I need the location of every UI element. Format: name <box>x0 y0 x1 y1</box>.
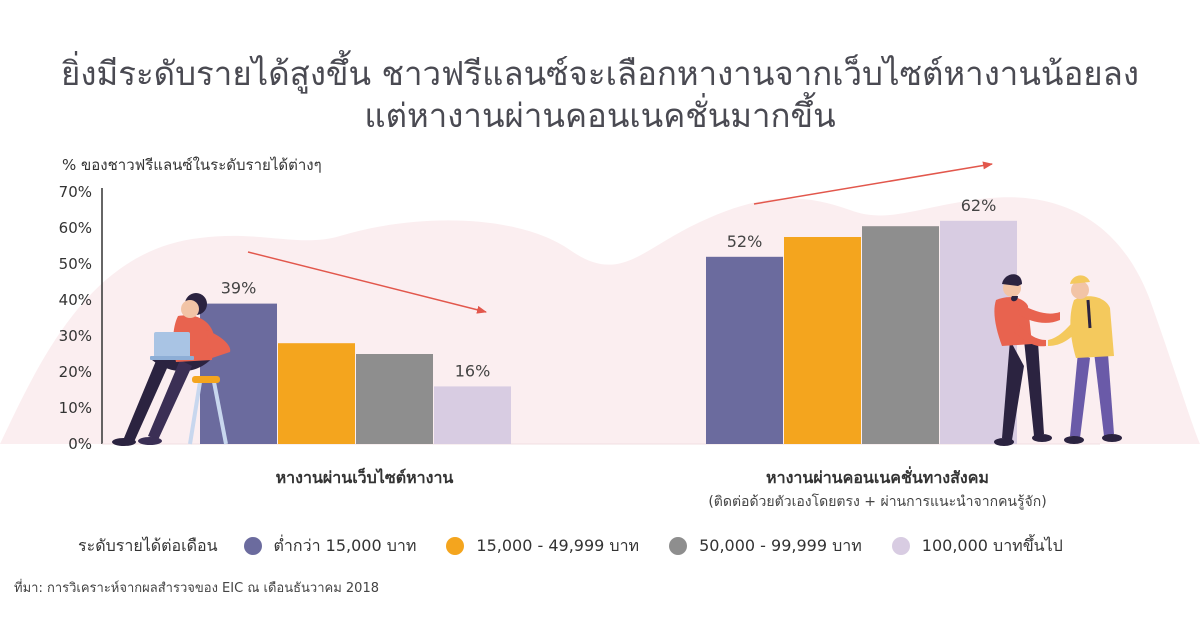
y-tick-label: 30% <box>59 327 92 345</box>
data-label: 52% <box>727 232 763 251</box>
y-tick-label: 10% <box>59 399 92 417</box>
bar <box>434 386 511 444</box>
y-tick-label: 70% <box>59 183 92 201</box>
y-axis: 0% 10% 20% 30% 40% 50% 60% 70% % ของชาวฟรีแลนซ์ใ… <box>59 156 1100 453</box>
legend-item-label: 15,000 - 49,999 บาท <box>476 535 640 555</box>
trend-arrow-icon <box>753 161 993 205</box>
trend-arrow-icon <box>247 251 487 314</box>
data-label: 16% <box>455 361 491 380</box>
woman-with-laptop-icon <box>112 293 231 446</box>
legend-item-label: 100,000 บาทขึ้นไป <box>921 535 1063 555</box>
legend-item-label: 50,000 - 99,999 บาท <box>699 535 862 555</box>
legend: ระดับรายได้ต่อเดือน ต่ำกว่า 15,000 บาท 1… <box>78 534 1093 558</box>
legend-title: ระดับรายได้ต่อเดือน <box>78 535 218 555</box>
bar <box>862 226 939 444</box>
legend-swatch-icon <box>891 537 910 555</box>
bar <box>278 343 355 444</box>
bars <box>200 220 1017 444</box>
category-label: หางานผ่านคอนเนคชั่นทางสังคม <box>766 466 989 487</box>
bar <box>784 237 861 444</box>
chart-title-line-2: แต่หางานผ่านคอนเนคชั่นมากขึ้น <box>364 96 836 135</box>
category-sublabel: (ติดต่อด้วยตัวเองโดยตรง + ผ่านการแนะนำจา… <box>708 493 1046 510</box>
y-tick-label: 40% <box>59 291 92 309</box>
y-tick-label: 20% <box>59 363 92 381</box>
data-label: 39% <box>221 279 257 298</box>
legend-item-label: ต่ำกว่า 15,000 บาท <box>273 535 417 555</box>
legend-swatch-icon <box>243 537 262 555</box>
handshake-people-icon <box>994 274 1122 446</box>
legend-swatch-icon <box>669 537 688 555</box>
legend-item: ต่ำกว่า 15,000 บาท <box>243 534 417 559</box>
data-labels: 39% 16% 52% 62% <box>221 196 997 381</box>
legend-swatch-icon <box>446 537 465 555</box>
category-labels: หางานผ่านเว็บไซต์หางาน หางานผ่านคอนเนคชั่… <box>276 466 1047 510</box>
y-axis-label: % ของชาวฟรีแลนซ์ในระดับรายได้ต่างๆ <box>62 156 322 174</box>
bar <box>356 354 433 444</box>
legend-item: 100,000 บาทขึ้นไป <box>891 534 1063 559</box>
trend-arrows <box>247 161 993 314</box>
y-tick-label: 60% <box>59 219 92 237</box>
legend-item: 50,000 - 99,999 บาท <box>669 534 862 559</box>
source-note: ที่มา: การวิเคราะห์จากผลสำรวจของ EIC ณ เ… <box>14 581 379 596</box>
bar <box>200 303 277 444</box>
bar <box>706 256 783 444</box>
category-label: หางานผ่านเว็บไซต์หางาน <box>276 466 454 487</box>
chart-title-line-1: ยิ่งมีระดับรายได้สูงขึ้น ชาวฟรีแลนซ์จะเล… <box>61 54 1139 93</box>
data-label: 62% <box>961 196 997 215</box>
legend-item: 15,000 - 49,999 บาท <box>446 534 639 559</box>
y-tick-label: 0% <box>68 435 92 453</box>
y-tick-label: 50% <box>59 255 92 273</box>
